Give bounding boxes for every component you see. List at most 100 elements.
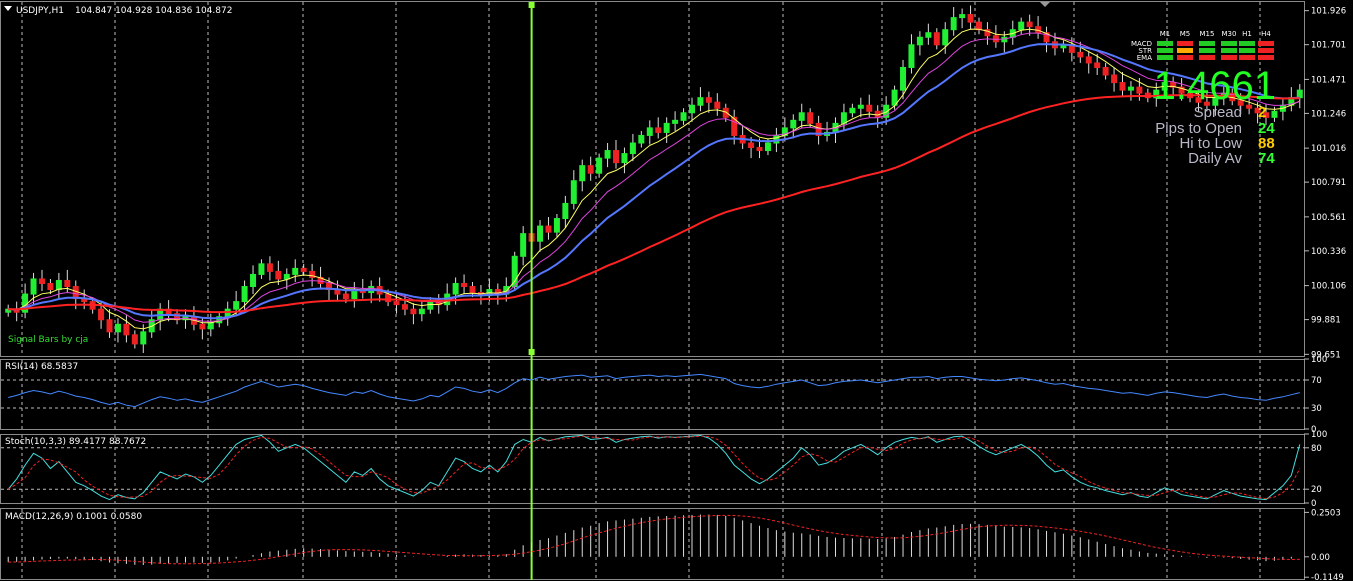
signal-cell: [1177, 55, 1193, 60]
ind-label-MACD: MACD: [1131, 40, 1152, 48]
rsi-line: [8, 373, 1300, 408]
cursor-handle-bottom[interactable]: [528, 349, 535, 355]
signal-cell: [1221, 41, 1237, 46]
candle-body: [579, 165, 586, 182]
candle: [410, 303, 417, 325]
scroll-marker-icon[interactable]: [1040, 2, 1050, 7]
candle: [908, 34, 915, 74]
candle-body: [967, 14, 974, 23]
candle: [224, 301, 231, 326]
candle-body: [1018, 21, 1025, 31]
candle: [579, 159, 586, 192]
candle: [241, 280, 248, 313]
candle-body: [900, 66, 907, 91]
candle: [950, 7, 957, 36]
candle: [1085, 50, 1092, 74]
candle: [461, 274, 468, 295]
candle-body: [418, 308, 425, 315]
candle: [148, 309, 155, 338]
candle: [1026, 14, 1033, 36]
candle: [444, 283, 451, 311]
y-tick-label-1-0: 100: [1311, 355, 1327, 365]
candle: [1263, 103, 1270, 125]
candle: [672, 111, 679, 131]
candle-body: [266, 263, 273, 272]
signal-cell: [1177, 41, 1193, 46]
candle-body: [283, 273, 290, 280]
candle: [942, 22, 949, 54]
candle-body: [292, 267, 299, 275]
candle-body: [613, 150, 620, 164]
candle-body: [1026, 21, 1033, 28]
candle-body: [393, 301, 400, 306]
candle: [250, 265, 257, 295]
candle-body: [1178, 86, 1185, 94]
candle: [1153, 82, 1160, 107]
y-tick-label-0-4: 101.016: [1311, 144, 1346, 154]
panel-frame-0: [0, 1, 1305, 357]
candle-body: [537, 225, 544, 242]
candle-body: [1136, 86, 1143, 94]
candle: [401, 294, 408, 316]
candle: [545, 217, 552, 240]
tf-label-M5: M5: [1180, 30, 1191, 38]
candle-body: [241, 286, 248, 303]
candle-body: [748, 142, 755, 149]
candle-body: [790, 119, 797, 129]
macd-signal-line: [8, 514, 1300, 565]
rsi-title: RSI(14) 68.5837: [5, 362, 78, 372]
candle: [705, 91, 712, 113]
candle: [1246, 94, 1253, 115]
macd-panel: 0.2503 0.00 -0.1149: [7, 508, 1344, 581]
signal-cell: [1199, 48, 1215, 53]
candle-body: [258, 263, 265, 275]
candle: [427, 297, 434, 314]
candle: [1111, 67, 1118, 92]
candle-body: [55, 279, 62, 291]
candle-body: [604, 150, 611, 159]
candle-body: [950, 17, 957, 31]
candle-body: [849, 107, 856, 114]
candle: [13, 301, 20, 322]
candle: [967, 5, 974, 30]
info-label-1: Pips to Open: [1155, 120, 1242, 137]
candle-body: [663, 122, 670, 133]
signal-cell: [1239, 41, 1255, 46]
y-tick-label-0-7: 100.336: [1311, 247, 1346, 257]
candle: [798, 103, 805, 128]
candle-body: [233, 301, 240, 310]
candle: [351, 281, 358, 308]
grid: [0, 1, 1305, 580]
candle-body: [562, 202, 569, 220]
y-tick-label-2-1: 80: [1311, 444, 1322, 454]
candle-body: [309, 270, 316, 278]
candle: [283, 268, 290, 290]
ema-slow-line: [8, 43, 1300, 320]
candle: [790, 114, 797, 139]
y-tick-label-0-0: 101.926: [1311, 7, 1346, 17]
candle-body: [427, 301, 434, 310]
candle-body: [545, 225, 552, 233]
candle-body: [587, 165, 594, 174]
tf-label-M30: M30: [1222, 30, 1237, 38]
candle-body: [106, 319, 113, 333]
candle: [916, 31, 923, 56]
candle: [418, 300, 425, 322]
candle: [562, 195, 569, 228]
candle-body: [688, 104, 695, 114]
candle-body: [553, 218, 560, 233]
y-tick-label-0-3: 101.246: [1311, 109, 1346, 119]
candle-body: [1077, 51, 1084, 58]
cursor-handle-top[interactable]: [528, 2, 535, 8]
candle: [1119, 72, 1126, 97]
candle: [663, 117, 670, 143]
candle: [199, 318, 206, 340]
panel-frame-3: [0, 508, 1305, 580]
candle: [553, 214, 560, 237]
candle-body: [866, 104, 873, 112]
candle: [1060, 40, 1067, 53]
candle: [655, 117, 662, 139]
signature: Signal Bars by cja: [8, 335, 88, 345]
candle: [629, 133, 636, 162]
candle: [697, 87, 704, 112]
